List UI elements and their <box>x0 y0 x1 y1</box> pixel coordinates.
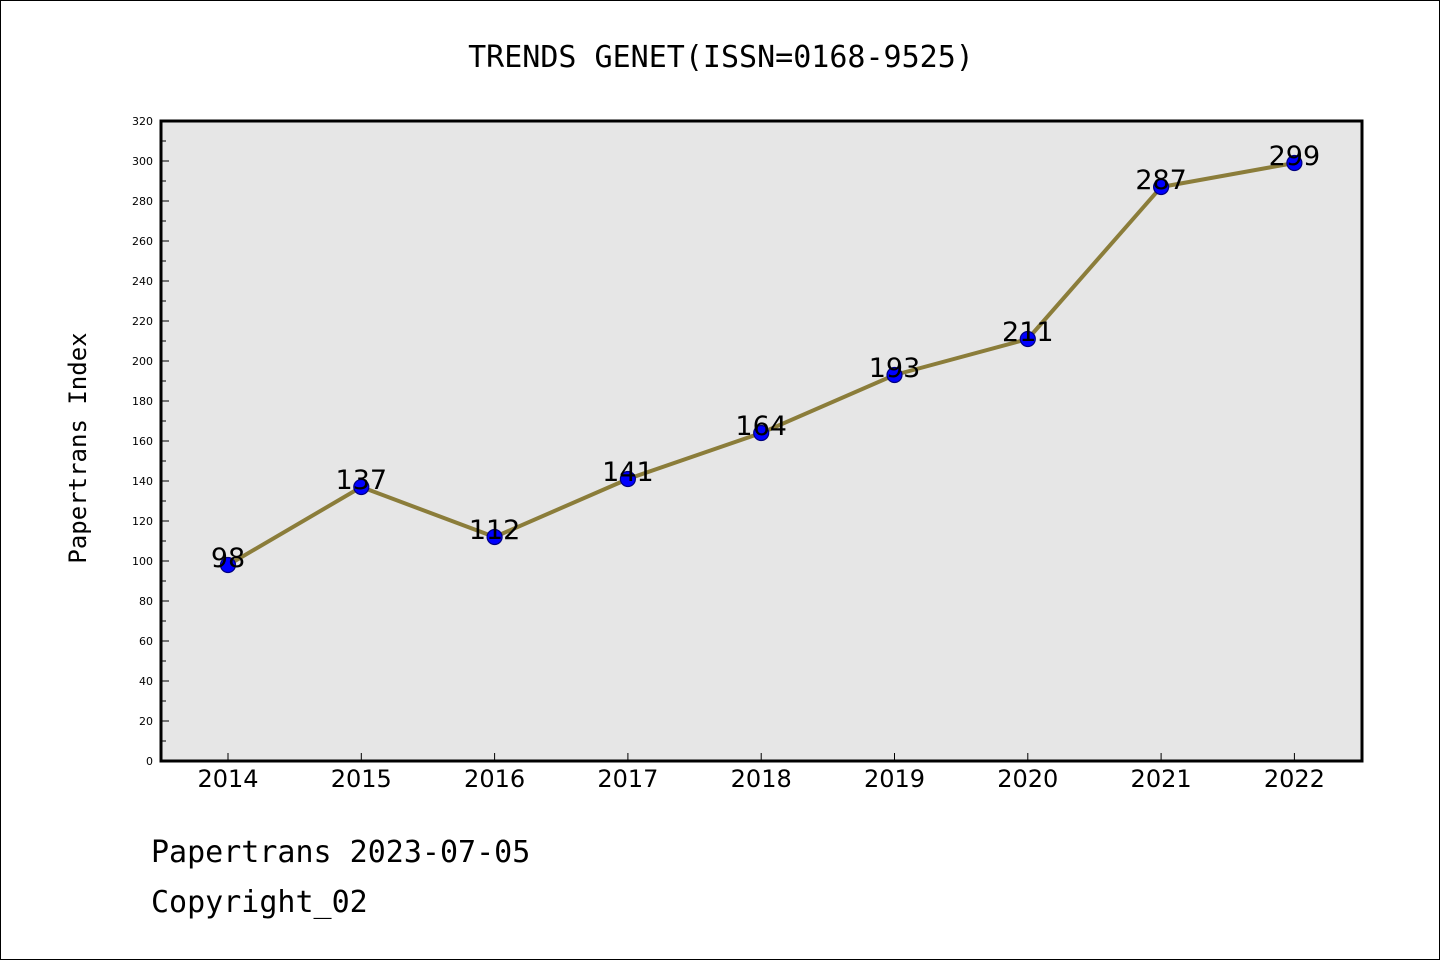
y-tick-label: 200 <box>132 355 153 368</box>
data-label: 141 <box>602 457 654 488</box>
x-axis: 2014 2015 2016 2017 2018 2019 2020 2021 2022 <box>197 753 1325 793</box>
data-point <box>886 366 903 384</box>
y-tick-label: 320 <box>132 115 153 128</box>
footer-date-text: Papertrans 2023-07-05 <box>151 835 531 870</box>
data-point <box>753 424 770 442</box>
data-point <box>219 556 237 574</box>
x-tick-label: 2014 <box>197 765 258 793</box>
x-tick-label: 2016 <box>464 765 525 793</box>
y-tick-label: 100 <box>132 555 153 568</box>
footer-copyright-text: Copyright_02 <box>151 885 368 920</box>
x-tick-label: 2017 <box>597 765 658 793</box>
data-point <box>353 478 370 496</box>
y-tick-label: 120 <box>132 515 153 528</box>
y-tick-label: 60 <box>139 635 153 648</box>
series-layer: 98 137 112 141 164 193 211 287 299 <box>211 141 1320 574</box>
chart-title: TRENDS GENET(ISSN=0168-9525) <box>468 40 974 75</box>
y-tick-label: 240 <box>132 275 153 288</box>
data-label: 98 <box>211 543 245 574</box>
x-tick-label: 2018 <box>731 765 792 793</box>
data-point <box>486 528 503 546</box>
x-tick-label: 2020 <box>997 765 1058 793</box>
y-tick-label: 40 <box>139 675 153 688</box>
y-tick-label: 260 <box>132 235 153 248</box>
x-tick-label: 2022 <box>1264 765 1325 793</box>
data-label: 112 <box>469 515 521 546</box>
x-tick-label: 2019 <box>864 765 925 793</box>
data-label: 193 <box>869 353 921 384</box>
data-point <box>619 470 637 488</box>
y-tick-label: 220 <box>132 315 153 328</box>
x-tick-label: 2021 <box>1131 765 1192 793</box>
data-label: 287 <box>1135 165 1187 196</box>
data-label: 211 <box>1002 317 1054 348</box>
y-tick-label: 80 <box>139 595 153 608</box>
y-tick-label: 160 <box>132 435 153 448</box>
y-tick-label: 300 <box>132 155 153 168</box>
data-point <box>1286 154 1303 172</box>
data-point <box>1152 178 1170 196</box>
y-tick-label: 20 <box>139 715 153 728</box>
data-label: 299 <box>1269 141 1321 172</box>
data-label: 137 <box>336 465 388 496</box>
y-tick-label: 140 <box>132 475 153 488</box>
y-tick-label: 180 <box>132 395 153 408</box>
y-tick-label: 280 <box>132 195 153 208</box>
data-label: 164 <box>735 411 787 442</box>
y-tick-label: 0 <box>146 755 153 768</box>
y-axis-label: Papertrans Index <box>64 332 92 563</box>
data-point <box>1019 330 1036 348</box>
x-tick-label: 2015 <box>331 765 392 793</box>
plot-frame <box>159 119 1364 763</box>
